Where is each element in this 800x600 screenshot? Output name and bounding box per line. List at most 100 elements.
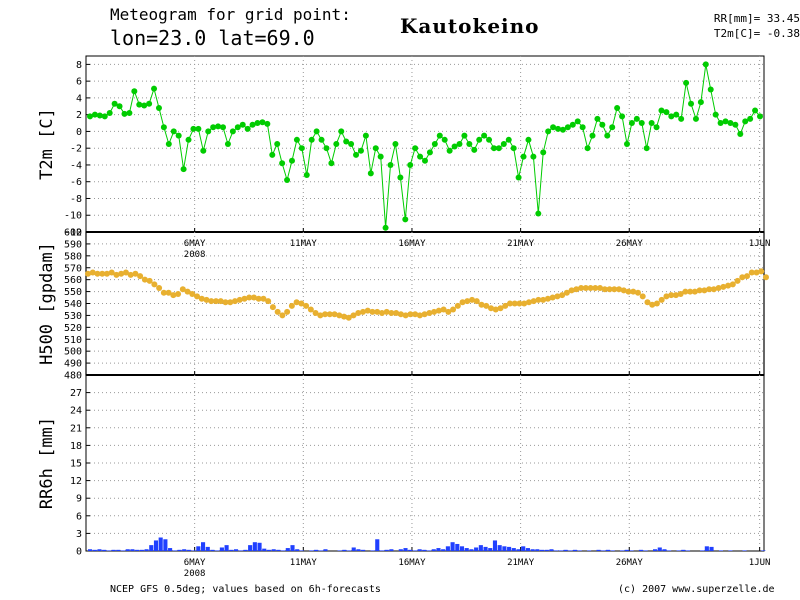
- rr6h-bar: [417, 549, 422, 551]
- h500-point: [544, 295, 551, 302]
- t2m-point: [476, 136, 483, 143]
- h500-point: [511, 300, 518, 307]
- rr6h-bar: [106, 550, 111, 551]
- h500-point: [132, 270, 139, 277]
- t2m-point: [348, 141, 355, 147]
- rr6h-bar: [177, 549, 182, 551]
- h500-point: [563, 289, 570, 296]
- rr6h-bar: [728, 550, 733, 551]
- t2m-point: [417, 153, 424, 160]
- h500-point: [402, 312, 409, 319]
- t2m-point: [535, 210, 542, 217]
- y-axis-label: RR6h [mm]: [37, 417, 57, 509]
- rr6h-bar: [384, 549, 389, 551]
- rr6h-bar: [681, 549, 686, 551]
- h500-point: [753, 269, 760, 276]
- rr6h-bar: [290, 545, 295, 551]
- x-tick-sublabel: 2008: [184, 569, 206, 579]
- x-tick-label: 11MAY: [290, 558, 318, 568]
- t2m-point: [643, 145, 650, 152]
- h500-point: [540, 296, 547, 303]
- t2m-point: [244, 125, 251, 132]
- rr6h-bar: [135, 549, 140, 551]
- h500-point: [696, 287, 703, 294]
- rr6h-bar: [521, 546, 526, 551]
- h500-point: [488, 305, 495, 312]
- y-tick-label: 21: [70, 423, 82, 434]
- t2m-point: [367, 170, 374, 177]
- rr6h-bar: [205, 546, 210, 551]
- rr6h-bar: [111, 549, 116, 551]
- x-tick-label: 26MAY: [616, 239, 644, 249]
- rr6h-bar: [558, 550, 563, 551]
- t2m-point: [747, 115, 754, 122]
- h500-point: [653, 300, 660, 307]
- rr6h-bar: [450, 542, 455, 551]
- t2m-point: [599, 121, 606, 128]
- h500-point: [525, 299, 532, 306]
- rr6h-bar: [238, 550, 243, 551]
- t2m-point: [638, 120, 645, 127]
- t2m-point: [269, 151, 276, 158]
- x-tick-label: 16MAY: [398, 239, 426, 249]
- t2m-point: [397, 174, 404, 181]
- h500-point: [729, 281, 736, 288]
- h500-point: [388, 310, 395, 317]
- h500-point: [744, 273, 751, 280]
- h500-point: [459, 299, 466, 306]
- rr6h-bar: [215, 550, 220, 551]
- rr6h-bar: [535, 549, 540, 551]
- h500-point: [469, 296, 476, 303]
- rr6h-bar: [403, 548, 408, 551]
- rr6h-bar: [285, 548, 290, 551]
- y-tick-label: 570: [64, 263, 82, 274]
- y-tick-label: 9: [76, 494, 82, 505]
- rr6h-bar: [149, 545, 154, 551]
- axes-text: 8 6 4 2 0 -2 -4 -6 -8 -10 -12 T2m [C] 60059058057056…: [37, 60, 770, 579]
- rr6h-bar: [257, 542, 262, 551]
- rr6h-bar: [610, 550, 615, 551]
- t2m-point: [353, 151, 360, 158]
- rr6h-bar: [408, 549, 413, 551]
- h500-point: [763, 274, 769, 281]
- x-tick-label: 6MAY: [184, 558, 206, 568]
- rr6h-bar: [563, 549, 568, 551]
- rr6h-bar: [549, 549, 554, 551]
- rr6h-bar: [92, 549, 97, 551]
- h500-point: [497, 305, 504, 312]
- rr6h-bar: [488, 548, 493, 551]
- rr6h-bar: [356, 549, 361, 551]
- y-tick-label: 480: [64, 371, 82, 382]
- y-tick-label: 24: [70, 406, 82, 417]
- rr6h-bar: [262, 548, 267, 551]
- rr6h-bar: [196, 546, 201, 551]
- rr6h-bar: [568, 550, 573, 551]
- rr6h-bar: [492, 540, 498, 551]
- rr6h-bar: [422, 549, 427, 551]
- t2m-point: [545, 128, 552, 135]
- t2m-point: [313, 128, 320, 135]
- h500-point: [530, 298, 537, 305]
- h500-point: [473, 298, 480, 305]
- y-tick-label: 27: [70, 388, 82, 399]
- h500-point: [421, 311, 428, 318]
- t2m-point: [697, 99, 704, 106]
- rr6h-bar: [587, 550, 592, 551]
- t2m-point: [274, 141, 281, 147]
- rr6h-bar: [172, 550, 177, 551]
- t2m-point: [525, 136, 532, 143]
- t2m-point: [668, 113, 675, 120]
- rr6h-bar: [427, 550, 432, 551]
- t2m-point: [249, 121, 256, 128]
- rr6h-bar: [233, 549, 239, 551]
- t2m-point: [412, 145, 419, 152]
- rr6h-bar: [478, 545, 483, 551]
- t2m-point: [328, 160, 335, 167]
- t2m-point: [392, 141, 399, 147]
- h500-point: [559, 292, 566, 299]
- h500-point: [516, 300, 523, 307]
- t2m-point: [91, 111, 98, 118]
- y-tick-label: -6: [70, 177, 82, 188]
- h500-point: [307, 306, 314, 313]
- t2m-point: [343, 138, 350, 145]
